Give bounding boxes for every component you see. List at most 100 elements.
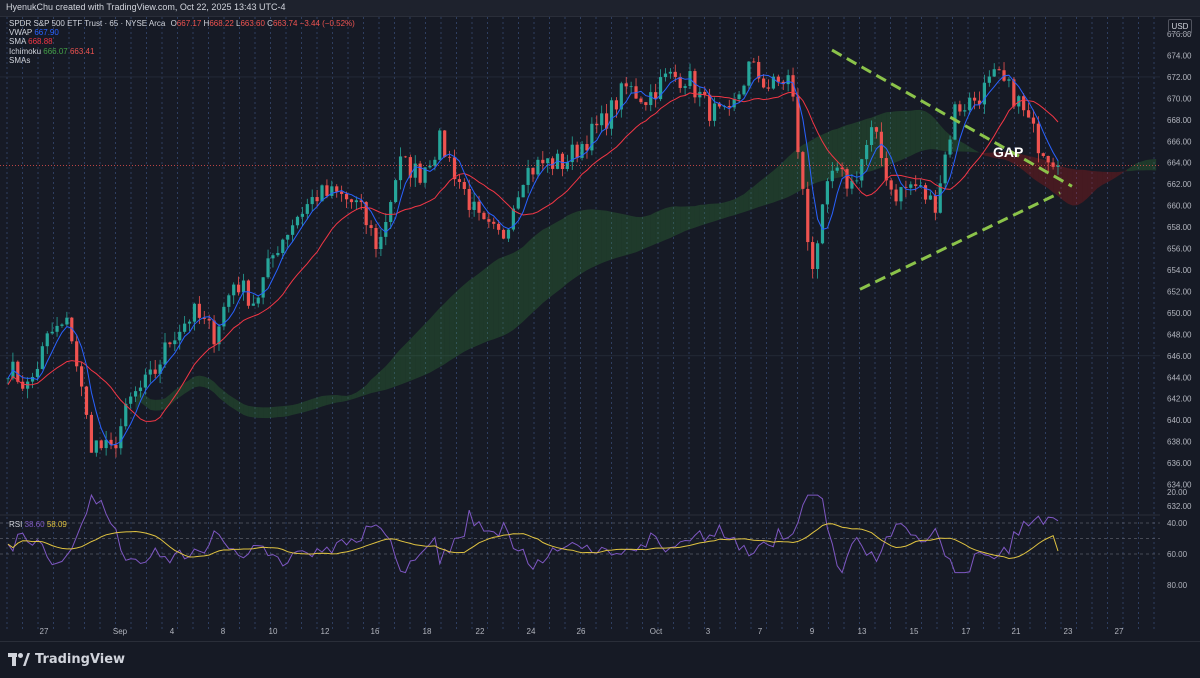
price-tick-label: 656.00 [1167,245,1192,254]
ichimoku-cloud [503,254,509,336]
candle [227,295,231,307]
ichimoku-cloud [513,249,519,330]
ichimoku-cloud [533,233,538,313]
ichimoku-cloud [1116,171,1122,177]
candle [860,159,864,181]
candle [21,381,25,389]
ichimoku-cloud [640,216,646,251]
candle [183,323,187,332]
ichimoku-cloud [268,406,273,419]
price-tick-label: 668.00 [1167,116,1192,125]
legend-smas-row[interactable]: SMAs [9,56,355,65]
ichimoku-cloud [174,386,180,401]
gap-annotation: GAP [993,144,1023,160]
legend-ichimoku-a: 666.07 [43,46,68,56]
ichimoku-cloud [704,203,710,225]
candle [943,154,947,184]
candle [683,86,687,88]
candle [6,378,10,380]
ichimoku-cloud [282,405,288,417]
lower-trendline[interactable] [859,191,1061,291]
candle [300,213,304,217]
candle [830,170,834,182]
candle [129,396,133,404]
time-tick-label: Oct [650,627,663,636]
candle [1036,123,1040,154]
candle [923,185,928,200]
candle [379,236,383,250]
candle [786,75,790,85]
ichimoku-cloud [292,403,298,415]
price-tick-label: 674.00 [1167,51,1192,60]
candle [197,303,201,318]
ichimoku-cloud [272,406,278,418]
time-tick-label: 8 [221,627,226,636]
ichimoku-cloud [675,206,681,236]
ichimoku-cloud [847,123,852,176]
ichimoku-cloud [567,213,573,284]
candle [487,219,491,222]
ichimoku-cloud [155,399,161,411]
ichimoku-cloud [817,134,823,183]
ichimoku-cloud [1102,171,1108,186]
legend-ichimoku-label: Ichimoku [9,46,42,56]
tradingview-logo[interactable]: TradingView [8,652,125,667]
price-tick-label: 634.00 [1167,481,1192,490]
candle [492,221,496,224]
candle [438,130,442,160]
price-tick-label: 676.00 [1167,30,1192,39]
candle [629,86,633,88]
candle [678,76,682,88]
ichimoku-cloud [243,404,249,417]
ichimoku-cloud [341,395,347,402]
ichimoku-cloud [773,166,779,203]
ichimoku-cloud [1028,156,1034,179]
candle [413,163,417,178]
ichimoku-cloud [734,196,740,216]
rsi-tick-label: 20.00 [1167,488,1188,497]
currency-button[interactable]: USD [1168,19,1192,34]
ichimoku-cloud [528,237,533,317]
vwap-line [7,74,1059,446]
ichimoku-cloud [464,280,470,352]
price-tick-label: 666.00 [1167,137,1192,146]
ichimoku-cloud [508,252,514,334]
candle [163,342,167,365]
candle [207,318,211,321]
price-tick-label: 662.00 [1167,180,1192,189]
ichimoku-cloud [685,206,691,231]
legend-ichimoku-row[interactable]: Ichimoku 666.07 663.41 [9,47,355,56]
legend-vwap-label: VWAP [9,28,33,38]
candle [968,97,972,111]
time-tick-label: 4 [170,627,175,636]
candle [899,187,903,202]
candle [256,297,260,304]
candle [585,144,589,151]
candle [320,185,324,202]
upper-trendline[interactable] [831,48,1073,188]
candle [433,159,437,166]
candle [663,73,668,78]
time-tick-label: 27 [40,627,49,636]
candle [394,180,398,203]
ichimoku-cloud [1062,166,1068,204]
legend-sma-row[interactable]: SMA 668.88 [9,37,355,46]
candle [286,234,290,240]
time-tick-label: 24 [527,627,536,636]
ichimoku-cloud [930,114,936,150]
candle [570,144,574,163]
legend-vwap-row[interactable]: VWAP 667.90 [9,28,355,37]
price-tick-label: 644.00 [1167,373,1192,382]
ichimoku-cloud [425,318,430,375]
candle [580,144,584,158]
candle [982,82,987,105]
price-tick-label: 654.00 [1167,266,1192,275]
candle [546,158,550,164]
ichimoku-cloud [832,128,838,179]
legend-c-label: C [267,19,273,28]
candle [708,94,712,121]
ichimoku-cloud [783,156,789,200]
ichimoku-cloud [984,152,990,157]
ichimoku-cloud [351,392,357,400]
